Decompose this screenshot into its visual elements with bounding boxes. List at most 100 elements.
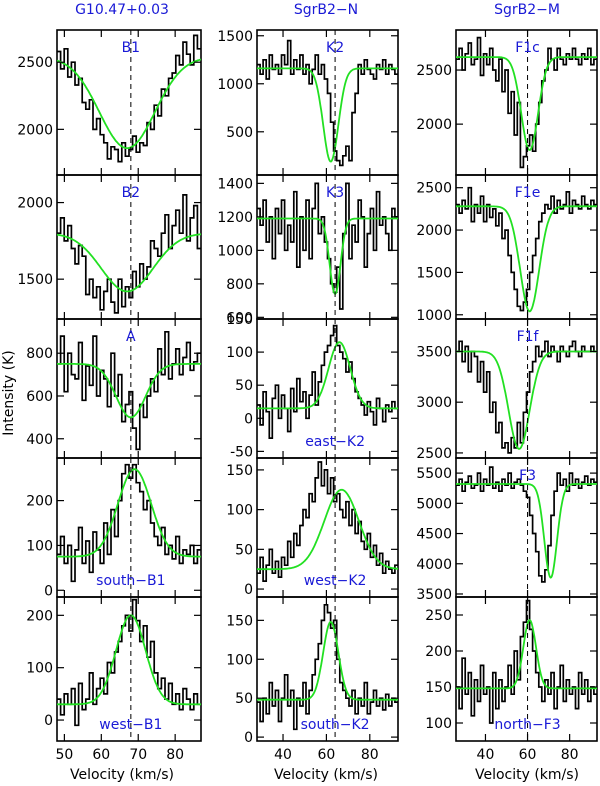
panel: 2000 2500 B1 — [17, 29, 202, 176]
y-tick-label: 600 — [26, 389, 53, 405]
observed-spectrum-series — [57, 194, 201, 314]
panel-grid: 20002500B115002000B2400600800A0100200sou… — [17, 29, 598, 763]
panel: 0 100 200 south−B1 — [26, 457, 202, 599]
y-tick-label: 0 — [44, 713, 53, 729]
y-axis-title: Intensity (K) — [1, 350, 17, 436]
panel-label: F3 — [519, 468, 536, 484]
column-titles: G10.47+0.03 SgrB2−N SgrB2−M — [75, 2, 560, 18]
x-tick-label: 60 — [92, 747, 110, 763]
y-tick-label: 3500 — [416, 587, 452, 603]
gaussian-fit-series — [257, 217, 398, 295]
panel-label: K2 — [326, 40, 344, 56]
y-tick-label: 200 — [425, 644, 452, 660]
panel-label: north−F3 — [494, 717, 560, 733]
y-tick-label: 800 — [26, 346, 53, 362]
y-tick-label: 200 — [26, 494, 53, 510]
x-tick-label: 40 — [274, 747, 292, 763]
y-tick-label: 1200 — [217, 210, 253, 226]
x-tick-label: 80 — [561, 747, 579, 763]
y-tick-label: 3500 — [416, 344, 452, 360]
y-tick-label: 2500 — [416, 181, 452, 197]
panel-plot-area — [257, 458, 398, 597]
y-tick-label: 100 — [425, 716, 452, 732]
y-tick-label: 2000 — [17, 122, 53, 138]
y-tick-label: 500 — [226, 125, 253, 141]
panel: 400 600 800 A — [26, 318, 202, 459]
y-tick-label: 2000 — [416, 223, 452, 239]
y-tick-label: 2500 — [17, 55, 53, 71]
y-tick-label: 100 — [226, 345, 253, 361]
panel: 1500 2000 B2 — [17, 174, 202, 320]
y-tick-label: 150 — [226, 463, 253, 479]
panel-plot-area — [57, 458, 201, 597]
x-tick-label: 60 — [318, 747, 336, 763]
panel-plot-area — [456, 319, 597, 458]
observed-spectrum-series — [257, 39, 398, 167]
gaussian-fit-series — [456, 483, 597, 579]
panel: 500 1000 1500 K2 — [217, 29, 399, 176]
panel: 0 50 100 150 west−K2 — [226, 457, 399, 598]
gaussian-fit-series — [456, 350, 597, 450]
panel-plot-area — [57, 175, 201, 319]
panel-label: F1e — [515, 185, 541, 201]
panel: 0 50 100 150 40 60 80 south−K2 — [226, 596, 399, 763]
observed-spectrum-series — [456, 466, 597, 583]
gaussian-fit-series — [257, 67, 398, 163]
x-axis-titles: Velocity (km/s) Velocity (km/s) Velocity… — [70, 767, 579, 783]
observed-spectrum-series — [456, 599, 597, 724]
y-tick-label: 5000 — [416, 496, 452, 512]
y-tick-label: 150 — [226, 312, 253, 328]
gaussian-fit-series — [456, 205, 597, 313]
x-axis-title: Velocity (km/s) — [475, 767, 579, 783]
gaussian-fit-series — [456, 619, 597, 690]
observed-spectrum-series — [57, 330, 201, 451]
y-tick-label: 100 — [26, 661, 53, 677]
x-tick-label: 40 — [477, 747, 495, 763]
panel-label: F1c — [515, 40, 540, 56]
y-tick-label: 2000 — [416, 117, 452, 133]
panel-plot-area — [456, 175, 597, 319]
y-tick-label: 250 — [425, 608, 452, 624]
panel-label: south−B1 — [96, 573, 165, 589]
x-tick-label: 80 — [361, 747, 379, 763]
panel-label: B1 — [122, 40, 141, 56]
panel-frame — [56, 596, 202, 742]
panel-plot-area — [456, 458, 597, 597]
x-tick-label: 50 — [55, 747, 73, 763]
gaussian-fit-series — [57, 363, 201, 419]
y-tick-label: 2500 — [416, 446, 452, 462]
panel-plot-area — [257, 30, 398, 175]
y-tick-label: 0 — [44, 583, 53, 599]
gaussian-fit-series — [456, 56, 597, 151]
panel-frame — [455, 596, 598, 742]
panel-label: east−K2 — [305, 434, 365, 450]
y-tick-label: 800 — [226, 277, 253, 293]
y-tick-label: 50 — [235, 542, 253, 558]
y-tick-label: 0 — [244, 582, 253, 598]
gaussian-fit-series — [257, 341, 398, 410]
y-tick-label: 150 — [226, 613, 253, 629]
observed-spectrum-series — [257, 603, 398, 731]
y-tick-label: -50 — [230, 444, 253, 460]
y-tick-label: 100 — [226, 652, 253, 668]
panel-plot-area — [456, 597, 597, 741]
y-tick-label: 100 — [226, 503, 253, 519]
gaussian-fit-series — [57, 614, 201, 706]
column-title: SgrB2−N — [294, 2, 358, 18]
panel-plot-area — [257, 597, 398, 741]
panel-label: K3 — [326, 185, 344, 201]
x-tick-label: 70 — [129, 747, 147, 763]
panel-label: A — [126, 329, 136, 345]
gaussian-fit-series — [257, 621, 398, 701]
panel-label: west−K2 — [304, 573, 367, 589]
panel: 2500 3000 3500 F1f — [416, 318, 598, 462]
panel-plot-area — [456, 30, 597, 175]
panel-label: B2 — [122, 185, 141, 201]
gaussian-fit-series — [257, 488, 398, 571]
panel: 600 800 1000 1200 1400 K3 — [217, 174, 399, 326]
observed-spectrum-series — [257, 324, 398, 439]
x-tick-label: 80 — [166, 747, 184, 763]
panel-plot-area — [257, 319, 398, 458]
y-tick-label: 100 — [26, 538, 53, 554]
